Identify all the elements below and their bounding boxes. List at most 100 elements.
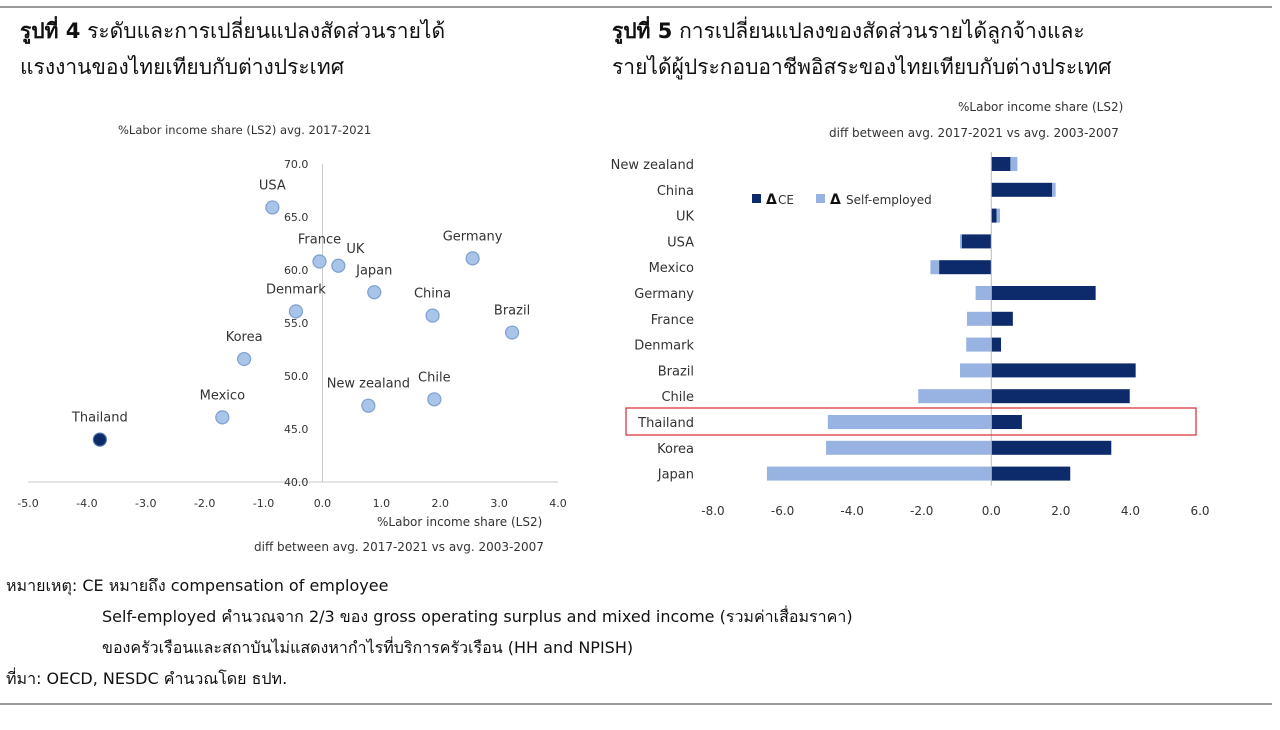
- x-tick-label: 6.0: [1190, 504, 1209, 518]
- bar-category-label: Mexico: [649, 261, 694, 276]
- note-line-1: หมายเหตุ: CE หมายถึง compensation of emp…: [6, 576, 389, 595]
- point-label: UK: [346, 242, 365, 257]
- y-tick-label: 70.0: [284, 158, 309, 171]
- figure5-title: รูปที่ 5 การเปลี่ยนแปลงของสัดส่วนรายได้ล…: [612, 13, 1111, 85]
- bar-ce: [991, 157, 1011, 171]
- bar-self-employed: [766, 466, 992, 481]
- x-tick-label: -4.0: [76, 497, 97, 510]
- scatter-point-uk: [331, 258, 346, 273]
- x-tick-label: -5.0: [17, 497, 38, 510]
- bar-ce: [961, 234, 992, 249]
- point-label: Korea: [226, 330, 263, 345]
- x-tick-label: -4.0: [840, 504, 863, 518]
- scatter-chart: 40.0 45.0 50.0 55.0 60.0 65.0 70.0 -5.0 -4.0 -3.0…: [17, 123, 567, 554]
- note-line-2: Self-employed คำนวณจาก 2/3 ของ gross ope…: [102, 607, 853, 626]
- legend-label-ce: CE: [778, 193, 794, 207]
- scatter-point-chile: [427, 392, 442, 407]
- bar-self-employed: [959, 234, 962, 249]
- legend-label-self-employed: Self-employed: [846, 193, 932, 207]
- point-label: Germany: [443, 229, 503, 244]
- bar-self-employed: [1010, 157, 1018, 171]
- scatter-point-denmark: [288, 304, 304, 319]
- point-label: France: [298, 233, 341, 248]
- legend-symbol-ce: Δ: [766, 192, 777, 208]
- bar-self-employed: [996, 208, 1000, 223]
- source-line: ที่มา: OECD, NESDC คำนวณโดย ธปท.: [6, 669, 288, 688]
- figure4-number: รูปที่ 4: [20, 19, 81, 43]
- scatter-point-germany: [465, 251, 480, 266]
- y-tick-label: 40.0: [284, 476, 309, 489]
- scatter-point-usa: [265, 200, 280, 215]
- scatter-point-brazil: [504, 325, 520, 340]
- legend-symbol-self-employed: Δ: [830, 192, 841, 208]
- point-label: China: [414, 287, 451, 302]
- point-label: USA: [259, 178, 286, 193]
- x-tick-label: 2.0: [1051, 504, 1070, 518]
- x-tick-label: 4.0: [549, 497, 567, 510]
- bar-title-line1: %Labor income share (LS2): [958, 100, 1123, 114]
- bar-ce: [991, 466, 1071, 481]
- x-tick-label: -6.0: [771, 504, 794, 518]
- bar-self-employed: [959, 363, 992, 378]
- point-label: Chile: [418, 370, 451, 385]
- bar-category-label: France: [651, 313, 694, 328]
- bar-self-employed: [975, 286, 992, 300]
- bar-category-label: UK: [676, 210, 695, 225]
- point-label: Denmark: [266, 282, 326, 297]
- point-label: Japan: [355, 263, 392, 278]
- figure4-title-line2: แรงงานของไทยเทียบกับต่างประเทศ: [20, 55, 345, 79]
- x-tick-label: 0.0: [982, 504, 1001, 518]
- bar-ce: [991, 440, 1112, 455]
- bar-ce: [991, 337, 1002, 352]
- bottom-rule: [0, 703, 1272, 705]
- y-tick-label: 65.0: [284, 211, 309, 224]
- bar-ce: [991, 286, 1096, 300]
- bar-category-label: China: [657, 184, 694, 199]
- bar-category-label: Thailand: [637, 416, 694, 431]
- scatter-point-thailand: [92, 432, 107, 447]
- bar-self-employed: [930, 260, 940, 275]
- point-label: Brazil: [494, 304, 530, 319]
- x-axis-title-line2: diff between avg. 2017-2021 vs avg. 2003…: [254, 540, 544, 554]
- bar-title-line2: diff between avg. 2017-2021 vs avg. 2003…: [829, 126, 1119, 140]
- scatter-point-mexico: [215, 410, 230, 425]
- bar-ce: [991, 415, 1022, 429]
- bar-ce: [939, 260, 992, 275]
- x-tick-label: 4.0: [1121, 504, 1140, 518]
- x-tick-label: -3.0: [135, 497, 156, 510]
- x-tick-label: -2.0: [910, 504, 933, 518]
- figure4-title-line1: ระดับและการเปลี่ยนแปลงสัดส่วนรายได้: [87, 19, 446, 43]
- bar-category-label: Korea: [657, 442, 694, 457]
- bar-self-employed: [966, 311, 992, 326]
- x-tick-label: 1.0: [373, 497, 391, 510]
- bar-self-employed: [918, 389, 992, 404]
- x-tick-label: 3.0: [490, 497, 508, 510]
- figure5-number: รูปที่ 5: [612, 19, 673, 43]
- figure5-title-line1: การเปลี่ยนแปลงของสัดส่วนรายได้ลูกจ้างและ: [679, 19, 1085, 43]
- bar-ce: [991, 311, 1013, 326]
- y-tick-label: 45.0: [284, 423, 309, 436]
- bar-category-label: Denmark: [634, 339, 694, 354]
- bar-category-label: Japan: [657, 468, 694, 483]
- bar-ce: [991, 208, 997, 223]
- bar-category-label: Chile: [661, 390, 694, 405]
- bar-category-label: Brazil: [658, 364, 694, 379]
- point-label: New zealand: [327, 377, 410, 392]
- x-tick-label: -1.0: [253, 497, 274, 510]
- bar-category-label: Germany: [634, 287, 694, 302]
- legend-swatch-self-employed: [816, 194, 825, 203]
- scatter-point-korea: [237, 351, 252, 367]
- bar-chart: %Labor income share (LS2) diff between av…: [611, 100, 1210, 518]
- x-axis-title-line1: %Labor income share (LS2): [377, 515, 542, 529]
- y-axis-title: %Labor income share (LS2) avg. 2017-2021: [118, 123, 371, 137]
- scatter-point-france: [312, 254, 327, 269]
- note-line-3: ของครัวเรือนและสถาบันไม่แสดงหากำไรที่บริ…: [102, 638, 634, 657]
- scatter-point-new-zealand: [361, 398, 376, 413]
- bar-category-label: USA: [667, 235, 694, 250]
- bar-ce: [991, 389, 1130, 404]
- point-label: Mexico: [200, 388, 245, 403]
- scatter-point-japan: [367, 285, 382, 300]
- legend-swatch-ce: [752, 194, 761, 203]
- figure5-title-line2: รายได้ผู้ประกอบอาชีพอิสระของไทยเทียบกับต…: [612, 55, 1112, 79]
- y-tick-label: 60.0: [284, 264, 309, 277]
